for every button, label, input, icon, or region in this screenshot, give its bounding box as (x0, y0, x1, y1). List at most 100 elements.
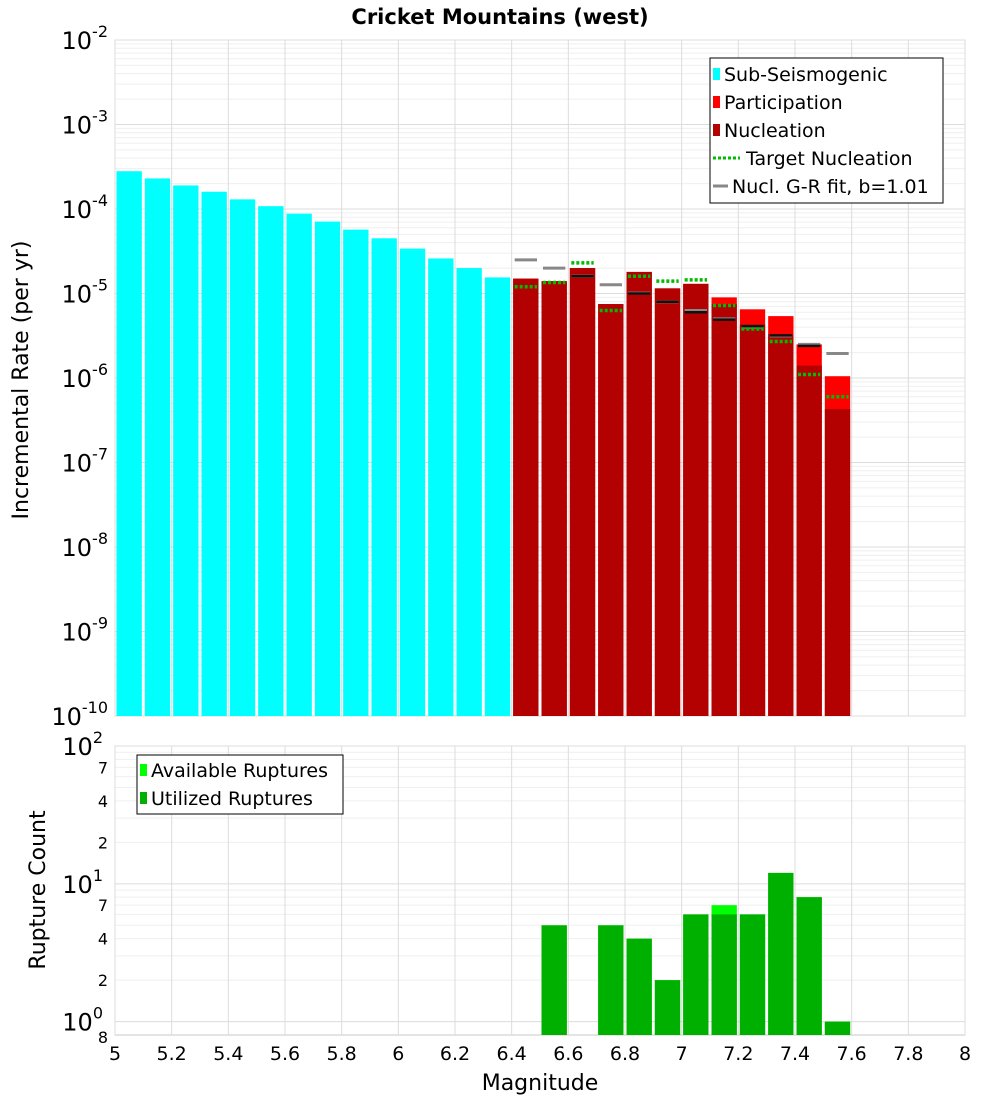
rupture-minor-tick-label: 8 (98, 1028, 108, 1047)
x-tick-label: 7.6 (837, 1043, 867, 1065)
legend-label: Participation (724, 92, 843, 114)
legend-swatch (713, 96, 720, 108)
rupture-minor-tick-label: 2 (98, 833, 108, 852)
rupture-count-panel: 100 101 102 2 4 7 2 4 7 8 Rupture Count Available… (26, 728, 971, 1096)
rupture-y-axis-label: Rupture Count (26, 810, 51, 970)
x-tick-label: 7 (676, 1043, 688, 1065)
legend-label: Nucl. G-R fit, b=1.01 (732, 176, 929, 198)
utilized-ruptures-bar (541, 925, 567, 1035)
nucleation-bar (569, 268, 596, 716)
rupture-minor-tick-label: 4 (98, 930, 108, 949)
sub-seismogenic-bar (456, 268, 482, 716)
sub-seismogenic-bar (144, 178, 171, 717)
rate-y-tick-label: 10-10 (51, 698, 108, 731)
x-tick-label: 5.6 (270, 1043, 300, 1065)
nucleation-bar (683, 283, 709, 716)
x-tick-label: 5 (109, 1043, 121, 1065)
sub-seismogenic-bar (484, 277, 511, 716)
sub-seismogenic-bar (258, 206, 284, 716)
nucleation-bar (739, 324, 766, 716)
rupture-minor-tick-label: 7 (98, 896, 108, 915)
rupture-minor-tick-label: 4 (98, 792, 108, 811)
x-axis-label: Magnitude (482, 1071, 599, 1096)
legend-label: Sub-Seismogenic (724, 64, 888, 86)
magnitude-x-tick-labels: 5 5.2 5.4 5.6 5.8 6 6.2 6.4 6.6 6.8 7 7.2 7.4 7.6 7.8 8 (109, 1043, 971, 1065)
rate-y-tick-label: 10-7 (62, 445, 109, 478)
rupture-legend-box (136, 754, 344, 815)
utilized-ruptures-bar (711, 914, 737, 1035)
sub-seismogenic-bar (371, 238, 397, 717)
sub-seismogenic-bar (201, 191, 227, 717)
utilized-ruptures-bar (626, 938, 652, 1035)
utilized-ruptures-bar (796, 897, 822, 1035)
utilized-ruptures-bar (739, 914, 766, 1035)
rupture-legend: Available Ruptures Utilized Ruptures (136, 754, 344, 815)
sub-seismogenic-bar (399, 248, 426, 716)
rupture-minor-tick-label: 7 (98, 758, 108, 777)
rate-y-tick-label: 10-6 (62, 360, 109, 393)
rate-panel: 10-10 10-9 10-8 10-7 10-6 10-5 10-4 10-3 10-2 In… (9, 22, 966, 731)
nucleation-bar (796, 365, 822, 716)
rate-y-tick-label: 10-9 (62, 614, 109, 647)
x-tick-label: 6 (392, 1043, 404, 1065)
rate-y-tick-labels: 10-10 10-9 10-8 10-7 10-6 10-5 10-4 10-3 10-2 (51, 22, 108, 731)
legend-swatch (140, 792, 147, 804)
sub-seismogenic-bar (286, 213, 312, 716)
x-tick-label: 8 (959, 1043, 971, 1065)
legend-label: Nucleation (724, 120, 826, 142)
rate-y-tick-label: 10-8 (62, 529, 109, 562)
x-tick-label: 6.6 (553, 1043, 583, 1065)
nucleation-bar (768, 334, 794, 716)
sub-seismogenic-bar (343, 229, 369, 716)
chart-title: Cricket Mountains (west) (351, 5, 648, 29)
rate-y-axis-label: Incremental Rate (per yr) (9, 241, 34, 520)
utilized-ruptures-bar (768, 872, 794, 1035)
legend-swatch (140, 764, 147, 776)
rate-legend-box (709, 57, 944, 204)
sub-seismogenic-bar (314, 221, 341, 716)
rate-y-tick-label: 10-3 (62, 107, 109, 140)
rate-y-tick-label: 10-4 (62, 191, 109, 224)
nucleation-bar (824, 408, 851, 716)
rupture-minor-tick-label: 2 (98, 971, 108, 990)
rupture-y-tick-label: 102 (62, 728, 103, 761)
sub-seismogenic-bar (173, 185, 199, 717)
rupture-y-tick-labels: 100 101 102 2 4 7 2 4 7 8 (62, 728, 108, 1047)
nucleation-bar (598, 304, 624, 716)
utilized-ruptures-bar (598, 925, 624, 1035)
legend-swatch (713, 68, 720, 80)
sub-seismogenic-bar (428, 258, 454, 716)
rupture-grid (114, 745, 966, 1035)
x-tick-label: 7.2 (723, 1043, 753, 1065)
sub-seismogenic-bar (229, 199, 256, 717)
x-tick-label: 6.2 (440, 1043, 470, 1065)
rupture-y-tick-label: 101 (62, 866, 103, 899)
utilized-ruptures-bar (654, 980, 681, 1035)
legend-label: Utilized Ruptures (151, 788, 313, 810)
nucleation-bar (513, 278, 539, 716)
nucleation-bar (541, 281, 567, 716)
rupture-y-tick-label: 100 (62, 1004, 103, 1037)
nucleation-bar (626, 271, 652, 716)
utilized-ruptures-bar (683, 914, 709, 1035)
sub-seismogenic-bar (116, 171, 142, 716)
x-tick-label: 6.4 (497, 1043, 527, 1065)
nucleation-bar (654, 288, 681, 716)
rate-y-tick-label: 10-5 (62, 276, 109, 309)
legend-label: Available Ruptures (151, 760, 328, 782)
rate-legend: Sub-Seismogenic Participation Nucleation Ta… (709, 57, 944, 204)
x-tick-label: 7.4 (780, 1043, 810, 1065)
legend-swatch (713, 124, 720, 136)
x-tick-label: 5.8 (327, 1043, 357, 1065)
rate-y-tick-label: 10-2 (62, 22, 109, 55)
legend-label: Target Nucleation (745, 148, 913, 170)
nucleation-bar (711, 304, 737, 716)
rupture-bars (541, 872, 851, 1035)
utilized-ruptures-bar (824, 1021, 851, 1035)
x-tick-label: 6.8 (610, 1043, 640, 1065)
x-tick-label: 7.8 (893, 1043, 923, 1065)
x-tick-label: 5.4 (213, 1043, 243, 1065)
x-tick-label: 5.2 (157, 1043, 187, 1065)
rate-markers (514, 258, 849, 399)
